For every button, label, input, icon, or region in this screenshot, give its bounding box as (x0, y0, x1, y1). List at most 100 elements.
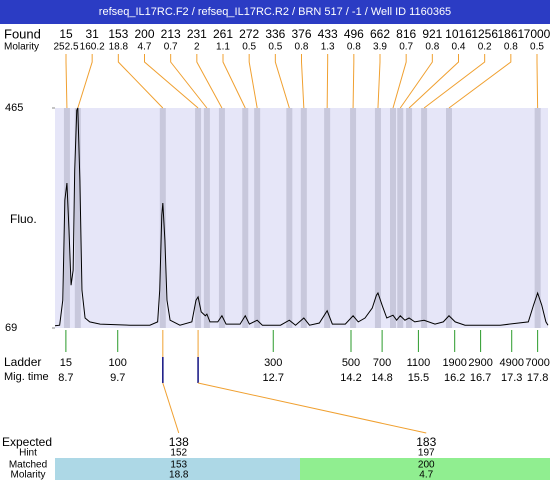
expected-row-label: Expected (2, 435, 52, 449)
expected-row-label: Hint (19, 448, 37, 459)
expected-matched: 153 (170, 460, 187, 471)
peak-band (350, 108, 357, 328)
peak-band (203, 108, 210, 328)
found-molarity: 18.8 (109, 42, 129, 53)
peak-band (421, 108, 428, 328)
peak-band (374, 108, 381, 328)
found-size: 213 (161, 27, 181, 41)
expected-molarity: 4.7 (419, 470, 433, 480)
ladder-size: 100 (109, 357, 127, 369)
peak-connector (274, 54, 290, 109)
found-molarity: 0.4 (452, 42, 466, 53)
trace (54, 107, 549, 327)
ladder-size: 1900 (442, 357, 466, 369)
expected-matched: 200 (418, 460, 435, 471)
peak-band (254, 108, 261, 328)
expected-expected: 183 (416, 435, 436, 449)
peak-band (286, 108, 293, 328)
peak-connector (377, 54, 381, 109)
ladder-size: 15 (60, 357, 72, 369)
peak-band (63, 108, 70, 328)
ladder-size: 500 (342, 357, 360, 369)
y-tick-label: 465 (5, 102, 23, 114)
peak-connector (448, 54, 512, 109)
peak-connector (222, 54, 246, 109)
found-size: 433 (318, 27, 338, 41)
found-label: Found (4, 26, 41, 41)
found-molarity: 0.8 (504, 42, 518, 53)
peak-connector (65, 54, 68, 109)
ladder-time: 9.7 (110, 372, 125, 384)
matched-band-1 (55, 458, 300, 480)
mig-time-label: Mig. time (4, 371, 49, 383)
found-molarity: 0.5 (530, 42, 544, 53)
y-axis-label: Fluo. (10, 212, 37, 226)
found-size: 231 (187, 27, 207, 41)
found-molarity: 0.5 (268, 42, 282, 53)
found-size: 31 (85, 27, 99, 41)
found-molarity: 0.7 (164, 42, 178, 53)
found-size: 1016 (445, 27, 472, 41)
peak-connector (423, 54, 486, 109)
peak-connector (248, 54, 258, 109)
ladder-time: 16.2 (444, 372, 465, 384)
found-size: 200 (134, 27, 154, 41)
ladder-size: 700 (373, 357, 391, 369)
found-molarity: 4.7 (138, 42, 152, 53)
ladder-size: 2900 (468, 357, 492, 369)
found-size: 376 (291, 27, 311, 41)
found-molarity: 0.5 (242, 42, 256, 53)
ladder-time: 15.5 (408, 372, 429, 384)
expected-hint: 152 (170, 448, 187, 459)
title: refseq_IL17RC.F2 / refseq_IL17RC.R2 / BR… (99, 6, 451, 18)
peak-band (218, 108, 225, 328)
match-connector (197, 382, 427, 434)
peak-connector (301, 54, 305, 109)
y-tick-label: 69 (5, 322, 17, 334)
peak-band (534, 108, 541, 328)
match-connector (162, 382, 180, 434)
found-molarity: 160.2 (80, 42, 105, 53)
found-size: 662 (370, 27, 390, 41)
peak-band (397, 108, 404, 328)
expected-molarity: 18.8 (169, 470, 189, 480)
expected-expected: 138 (169, 435, 189, 449)
found-size: 336 (265, 27, 285, 41)
peak-connector (117, 54, 164, 109)
title-bar (0, 0, 550, 24)
peak-connector (196, 54, 223, 109)
found-size: 15 (59, 27, 73, 41)
peak-band (406, 108, 413, 328)
molarity-label: Molarity (4, 42, 39, 53)
peak-band (74, 108, 81, 328)
peak-connector (536, 54, 539, 109)
ladder-size: 1100 (407, 357, 431, 369)
peak-connector (392, 54, 407, 109)
expected-row-label: Molarity (10, 470, 45, 480)
ladder-time: 17.8 (527, 372, 548, 384)
found-molarity: 2 (194, 42, 200, 53)
found-size: 921 (422, 27, 442, 41)
found-molarity: 0.8 (295, 42, 309, 53)
expected-row-label: Matched (9, 460, 47, 471)
peak-band (300, 108, 307, 328)
found-size: 272 (239, 27, 259, 41)
ladder-time: 14.2 (340, 372, 361, 384)
peak-band (242, 108, 249, 328)
peak-connector (399, 54, 433, 109)
found-size: 1256 (471, 27, 498, 41)
found-molarity: 0.2 (478, 42, 492, 53)
peak-band (445, 108, 452, 328)
peak-connector (77, 54, 93, 109)
found-molarity: 1.3 (321, 42, 335, 53)
peak-connector (170, 54, 208, 109)
ladder-time: 16.7 (470, 372, 491, 384)
expected-hint: 197 (418, 448, 435, 459)
ladder-time: 14.8 (371, 372, 392, 384)
ladder-time: 12.7 (263, 372, 284, 384)
found-molarity: 252.5 (53, 42, 78, 53)
found-molarity: 3.9 (373, 42, 387, 53)
ladder-size: 300 (264, 357, 282, 369)
ladder-size: 7000 (525, 357, 549, 369)
